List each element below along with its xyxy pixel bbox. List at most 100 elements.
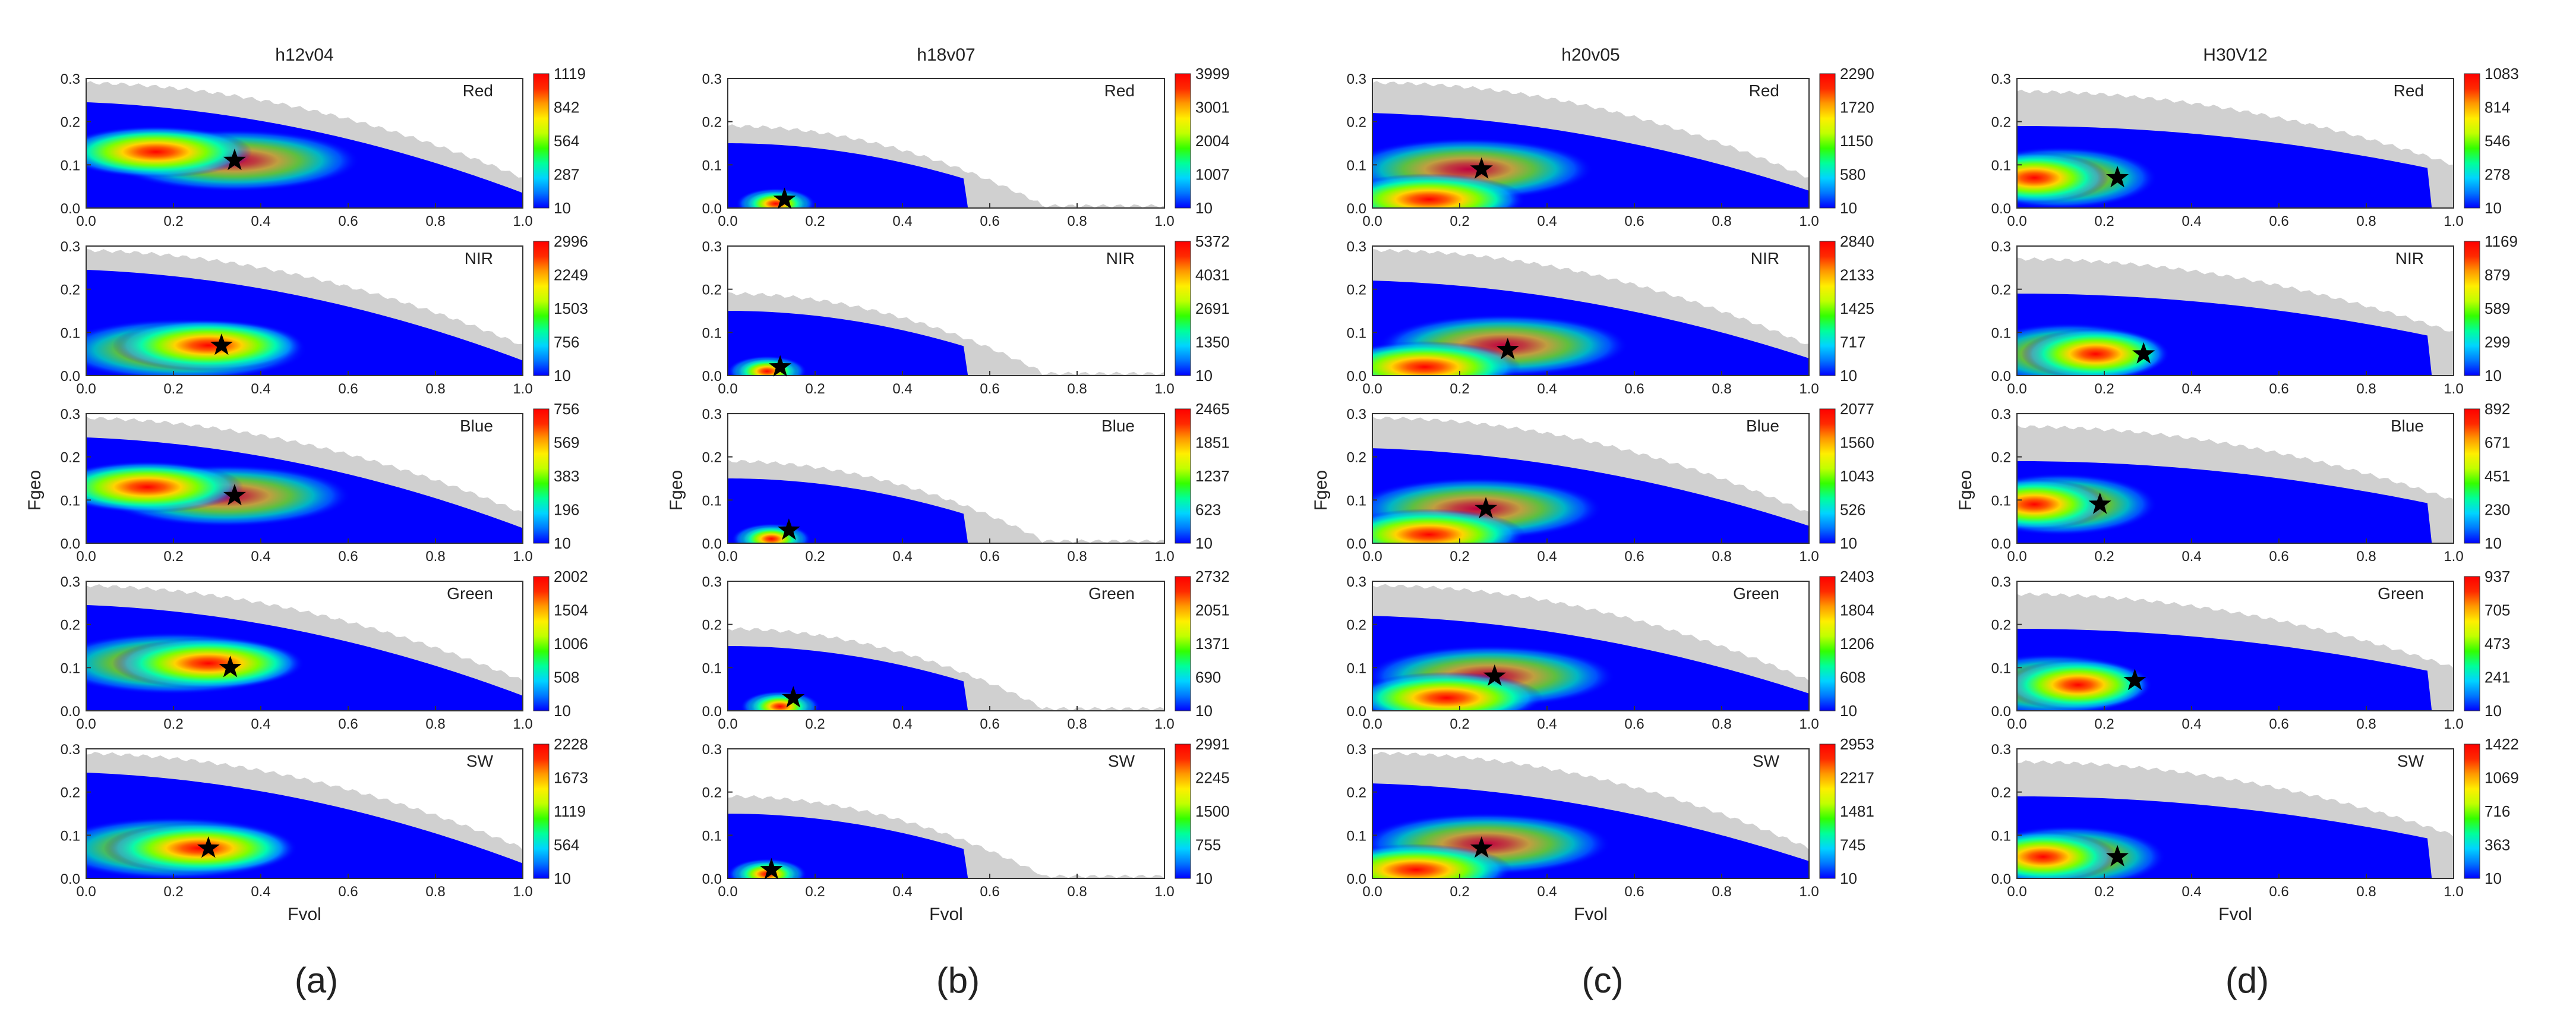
- colorbar-label: 2051: [1195, 601, 1230, 619]
- y-tick-label: 0.0: [1347, 704, 1366, 720]
- colorbar-label: 363: [2485, 836, 2510, 854]
- colorbar-label: 1007: [1195, 166, 1230, 184]
- y-axis-label: Fgeo: [667, 470, 686, 511]
- colorbar-label: 10: [1195, 534, 1213, 552]
- y-tick-label: 0.3: [61, 742, 80, 758]
- x-tick-label: 0.0: [2007, 213, 2026, 229]
- star-marker: [1470, 157, 1493, 179]
- colorbar-label: 1069: [2485, 769, 2519, 787]
- density-peak: [749, 693, 811, 711]
- y-tick-label: 0.2: [1991, 785, 2011, 801]
- x-tick-label: 0.4: [2182, 213, 2201, 229]
- hotspot-group: [86, 125, 360, 192]
- density-region: [728, 478, 1164, 543]
- x-tick-label: 0.0: [2007, 884, 2026, 900]
- colorbar-label: 690: [1195, 669, 1221, 686]
- y-tick-label: 0.3: [61, 239, 80, 255]
- x-tick-label: 0.8: [425, 549, 445, 565]
- star-marker: [777, 518, 800, 540]
- x-tick-label: 1.0: [1799, 381, 1819, 397]
- y-tick-label: 0.0: [1991, 201, 2011, 217]
- star-marker: [2132, 342, 2155, 364]
- y-tick-label: 0.2: [1347, 450, 1366, 466]
- band-label: Green: [447, 584, 493, 603]
- y-tick-label: 0.3: [1347, 239, 1366, 255]
- y-tick-label: 0.2: [1991, 115, 2011, 131]
- x-tick-label: 1.0: [513, 549, 532, 565]
- panel-title: h18v07: [917, 45, 975, 65]
- x-tick-label: 0.4: [892, 549, 912, 565]
- colorbar-label: 842: [554, 99, 579, 116]
- star-marker: [760, 858, 783, 880]
- panel-b: h18v07 Fgeo Red 0.0 0.1 0.2 0.3 0.0 0.2 0.4 0.6 0.8…: [667, 45, 1230, 1000]
- panel-letter: (a): [295, 960, 338, 1000]
- x-tick-label: 1.0: [1154, 381, 1174, 397]
- star-marker: [223, 484, 246, 506]
- x-tick-label: 0.4: [251, 381, 270, 397]
- y-tick-label: 0.1: [1991, 828, 2011, 844]
- band-label: Red: [463, 81, 493, 100]
- colorbar-label: 1504: [554, 601, 588, 619]
- x-tick-label: 0.4: [892, 213, 912, 229]
- plot-frame: [86, 748, 523, 879]
- density-peak: [86, 125, 252, 178]
- density-peak: [736, 358, 798, 376]
- hotspot-group: [86, 817, 299, 878]
- y-tick-label: 0.2: [1347, 115, 1366, 131]
- y-tick-label: 0.0: [1347, 201, 1366, 217]
- x-tick-label: 0.8: [1712, 884, 1731, 900]
- y-tick-label: 0.2: [1991, 618, 2011, 634]
- x-tick-label: 0.2: [805, 884, 825, 900]
- subplot-red: Red 0.0 0.1 0.2 0.3 0.0 0.2 0.4 0.6 0.8 1.0 2290 172…: [1347, 65, 1874, 229]
- y-tick-label: 0.0: [61, 201, 80, 217]
- colorbar-label: 1169: [2485, 232, 2518, 250]
- band-label: Red: [1749, 81, 1779, 100]
- y-tick-label: 0.1: [1991, 157, 2011, 174]
- x-tick-label: 0.0: [1362, 549, 1382, 565]
- colorbar-label: 10: [554, 702, 571, 720]
- colorbar-label: 1422: [2485, 735, 2519, 753]
- x-tick-label: 1.0: [2444, 549, 2463, 565]
- y-tick-label: 0.0: [1991, 704, 2011, 720]
- y-tick-label: 0.2: [1347, 282, 1366, 298]
- band-label: Green: [1733, 584, 1779, 603]
- x-tick-label: 0.6: [1624, 381, 1644, 397]
- colorbar-label: 1119: [554, 65, 586, 83]
- colorbar: [1819, 744, 1836, 879]
- colorbar-label: 2465: [1195, 400, 1230, 418]
- y-tick-label: 0.0: [61, 871, 80, 887]
- x-tick-label: 0.2: [163, 381, 183, 397]
- y-tick-label: 0.0: [1991, 536, 2011, 552]
- colorbar-label: 1371: [1195, 635, 1230, 653]
- y-tick-label: 0.2: [702, 115, 722, 131]
- y-tick-label: 0.0: [1347, 536, 1366, 552]
- y-tick-label: 0.0: [1991, 871, 2011, 887]
- colorbar-label: 2691: [1195, 300, 1230, 317]
- colorbar-label: 2249: [554, 266, 588, 284]
- x-tick-label: 0.0: [718, 213, 737, 229]
- y-axis-label: Fgeo: [1311, 470, 1331, 511]
- plot-frame: [1372, 748, 1810, 879]
- x-tick-label: 0.6: [1624, 884, 1644, 900]
- colorbar-label: 2002: [554, 568, 588, 585]
- subplot-green: Green 0.0 0.1 0.2 0.3 0.0 0.2 0.4 0.6 0.8 1.0 2002 1…: [61, 568, 588, 732]
- density-peak: [1372, 843, 1513, 878]
- x-tick-label: 0.2: [1450, 884, 1469, 900]
- x-tick-label: 0.8: [2356, 213, 2376, 229]
- x-tick-label: 0.2: [805, 381, 825, 397]
- colorbar-label: 671: [2485, 434, 2510, 452]
- x-tick-label: 0.6: [338, 381, 358, 397]
- colorbar-label: 2953: [1840, 735, 1874, 753]
- y-tick-label: 0.2: [1991, 282, 2011, 298]
- band-label: SW: [466, 752, 494, 770]
- band-label: NIR: [465, 249, 493, 267]
- hotspot-group: [1372, 314, 1628, 376]
- y-axis-label: Fgeo: [25, 470, 45, 511]
- y-tick-label: 0.2: [702, 282, 722, 298]
- x-tick-label: 0.0: [76, 381, 96, 397]
- panel-a: h12v04 Fgeo Red 0.0 0.1 0.2 0.3 0.0 0.2 0.4 0.6 0.8…: [25, 45, 588, 1000]
- colorbar-label: 2133: [1840, 266, 1874, 284]
- y-tick-label: 0.3: [702, 574, 722, 590]
- colorbar: [1175, 241, 1191, 376]
